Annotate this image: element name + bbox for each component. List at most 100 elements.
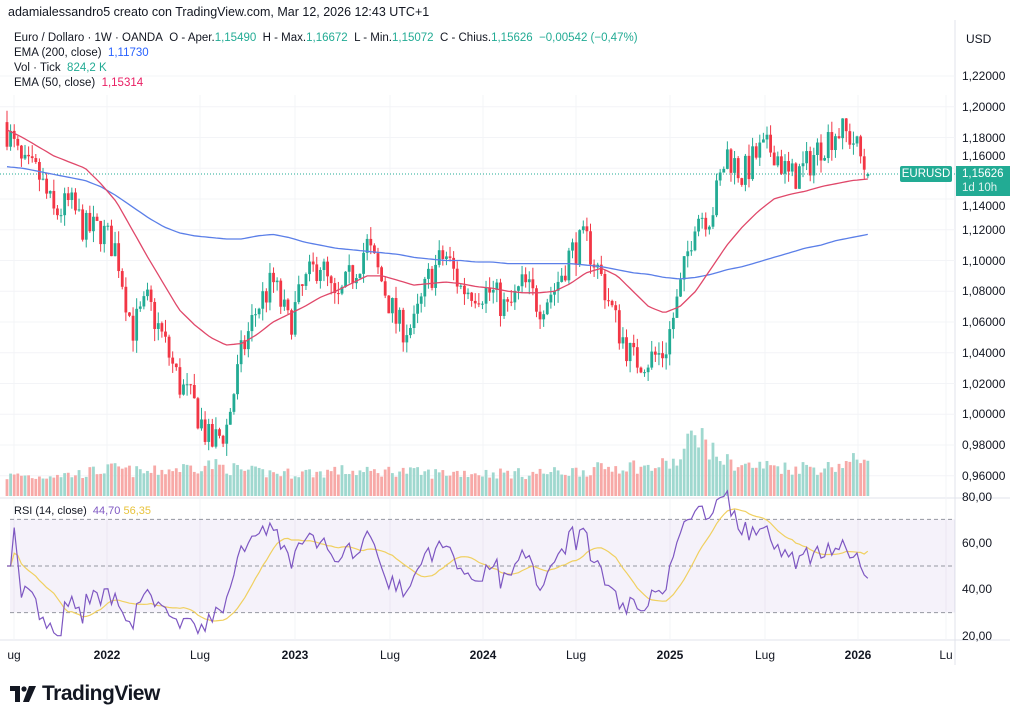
candle-body (445, 256, 448, 259)
volume-bar (56, 474, 59, 496)
candle-body (524, 274, 528, 283)
currency-label[interactable]: USD (966, 32, 992, 46)
price-tick-label: 1,10000 (962, 253, 1006, 268)
candle-body (383, 281, 387, 296)
price-tick-label: 1,22000 (962, 69, 1006, 83)
candle-body (700, 217, 704, 219)
volume-bar (207, 460, 211, 496)
candle-body (689, 250, 693, 252)
volume-bar (333, 466, 337, 496)
volume-bar (463, 470, 466, 496)
volume-bar (34, 478, 38, 496)
candle-body (412, 313, 416, 328)
volume-bar (20, 475, 23, 496)
candle-body (84, 212, 88, 240)
volume-bar (808, 466, 812, 496)
candle-body (70, 192, 74, 201)
candle-body (758, 142, 762, 158)
candle-body (747, 155, 751, 180)
candle-body (268, 272, 272, 303)
volume-bar (614, 466, 618, 496)
candle-body (185, 384, 189, 386)
candle-body (646, 367, 650, 373)
candle-body (120, 271, 124, 287)
candle-body (441, 250, 445, 259)
candle-body (275, 280, 279, 283)
volume-legend[interactable]: Vol · Tick 824,2 K (14, 62, 107, 74)
ema50-legend[interactable]: EMA (50, close) 1,15314 (14, 77, 143, 89)
ema200-legend[interactable]: EMA (200, close) 1,11730 (14, 47, 149, 59)
tradingview-logo[interactable]: TradingView (10, 682, 160, 706)
candle-body (502, 299, 506, 316)
candle-body (679, 279, 682, 297)
volume-bar (203, 465, 207, 496)
volume-bar (859, 463, 863, 496)
volume-bar (164, 474, 167, 496)
candle-body (567, 250, 571, 281)
symbol-price-tag: EURUSD (900, 166, 952, 182)
candle-body (668, 329, 672, 355)
symbol-legend[interactable]: Euro / Dollaro · 1W · OANDA O - Aper.1,1… (14, 32, 638, 44)
candle-body (380, 267, 383, 282)
volume-bar (531, 471, 535, 496)
volume-bar (347, 474, 351, 496)
volume-bar (344, 474, 347, 496)
volume-bar (524, 479, 528, 496)
rsi-label: RSI (14, close) (14, 505, 87, 517)
candle-body (257, 308, 261, 315)
volume-bar (153, 465, 157, 496)
volume-bar (491, 472, 495, 496)
candle-body (239, 340, 243, 365)
candle-body (729, 149, 733, 173)
volume-bar (146, 470, 149, 496)
price-tick-label: 1,08000 (962, 284, 1006, 299)
candle-body (401, 309, 405, 343)
brand-name: TradingView (42, 682, 160, 705)
volume-bar (441, 470, 445, 496)
candle-body (264, 291, 268, 303)
candle-body (725, 149, 729, 169)
candle-body (77, 209, 81, 211)
candle-body (322, 261, 326, 270)
candle-body (254, 314, 257, 316)
candle-body (304, 274, 308, 286)
volume-bar (477, 475, 481, 496)
tradingview-logo-icon (10, 686, 36, 702)
candle-body (149, 289, 153, 302)
volume-bar (711, 442, 715, 496)
candle-body (200, 419, 203, 429)
candle-body (196, 398, 200, 429)
volume-bar (592, 467, 596, 496)
volume-bar (754, 467, 758, 496)
candle-body (769, 134, 772, 153)
volume-bar (826, 462, 830, 496)
candle-body (650, 351, 654, 368)
candle-body (740, 178, 744, 185)
volume-bar (70, 477, 74, 496)
volume-bar (589, 475, 592, 496)
volume-bar (697, 447, 700, 496)
candle-body (859, 136, 863, 157)
candle-body (110, 225, 113, 257)
candle-body (603, 273, 607, 301)
candle-body (556, 281, 560, 291)
candle-body (160, 323, 164, 332)
candle-body (848, 131, 852, 145)
price-tick-label: 1,14000 (962, 199, 1006, 213)
volume-bar (214, 459, 218, 496)
candle-body (182, 384, 185, 395)
candle-body (585, 226, 589, 232)
candle-body (365, 238, 369, 253)
price-tick-label: 1,20000 (962, 99, 1006, 114)
volume-bar (488, 477, 492, 496)
volume-bar (783, 462, 787, 496)
candle-body (635, 347, 639, 368)
volume-label: Vol · Tick (14, 62, 61, 74)
volume-bar (243, 470, 247, 496)
volume-bar (758, 461, 762, 496)
rsi-legend[interactable]: RSI (14, close) 44,70 56,35 (14, 505, 151, 517)
volume-bar (610, 471, 614, 496)
candle-body (808, 151, 812, 176)
candle-body (617, 310, 621, 344)
